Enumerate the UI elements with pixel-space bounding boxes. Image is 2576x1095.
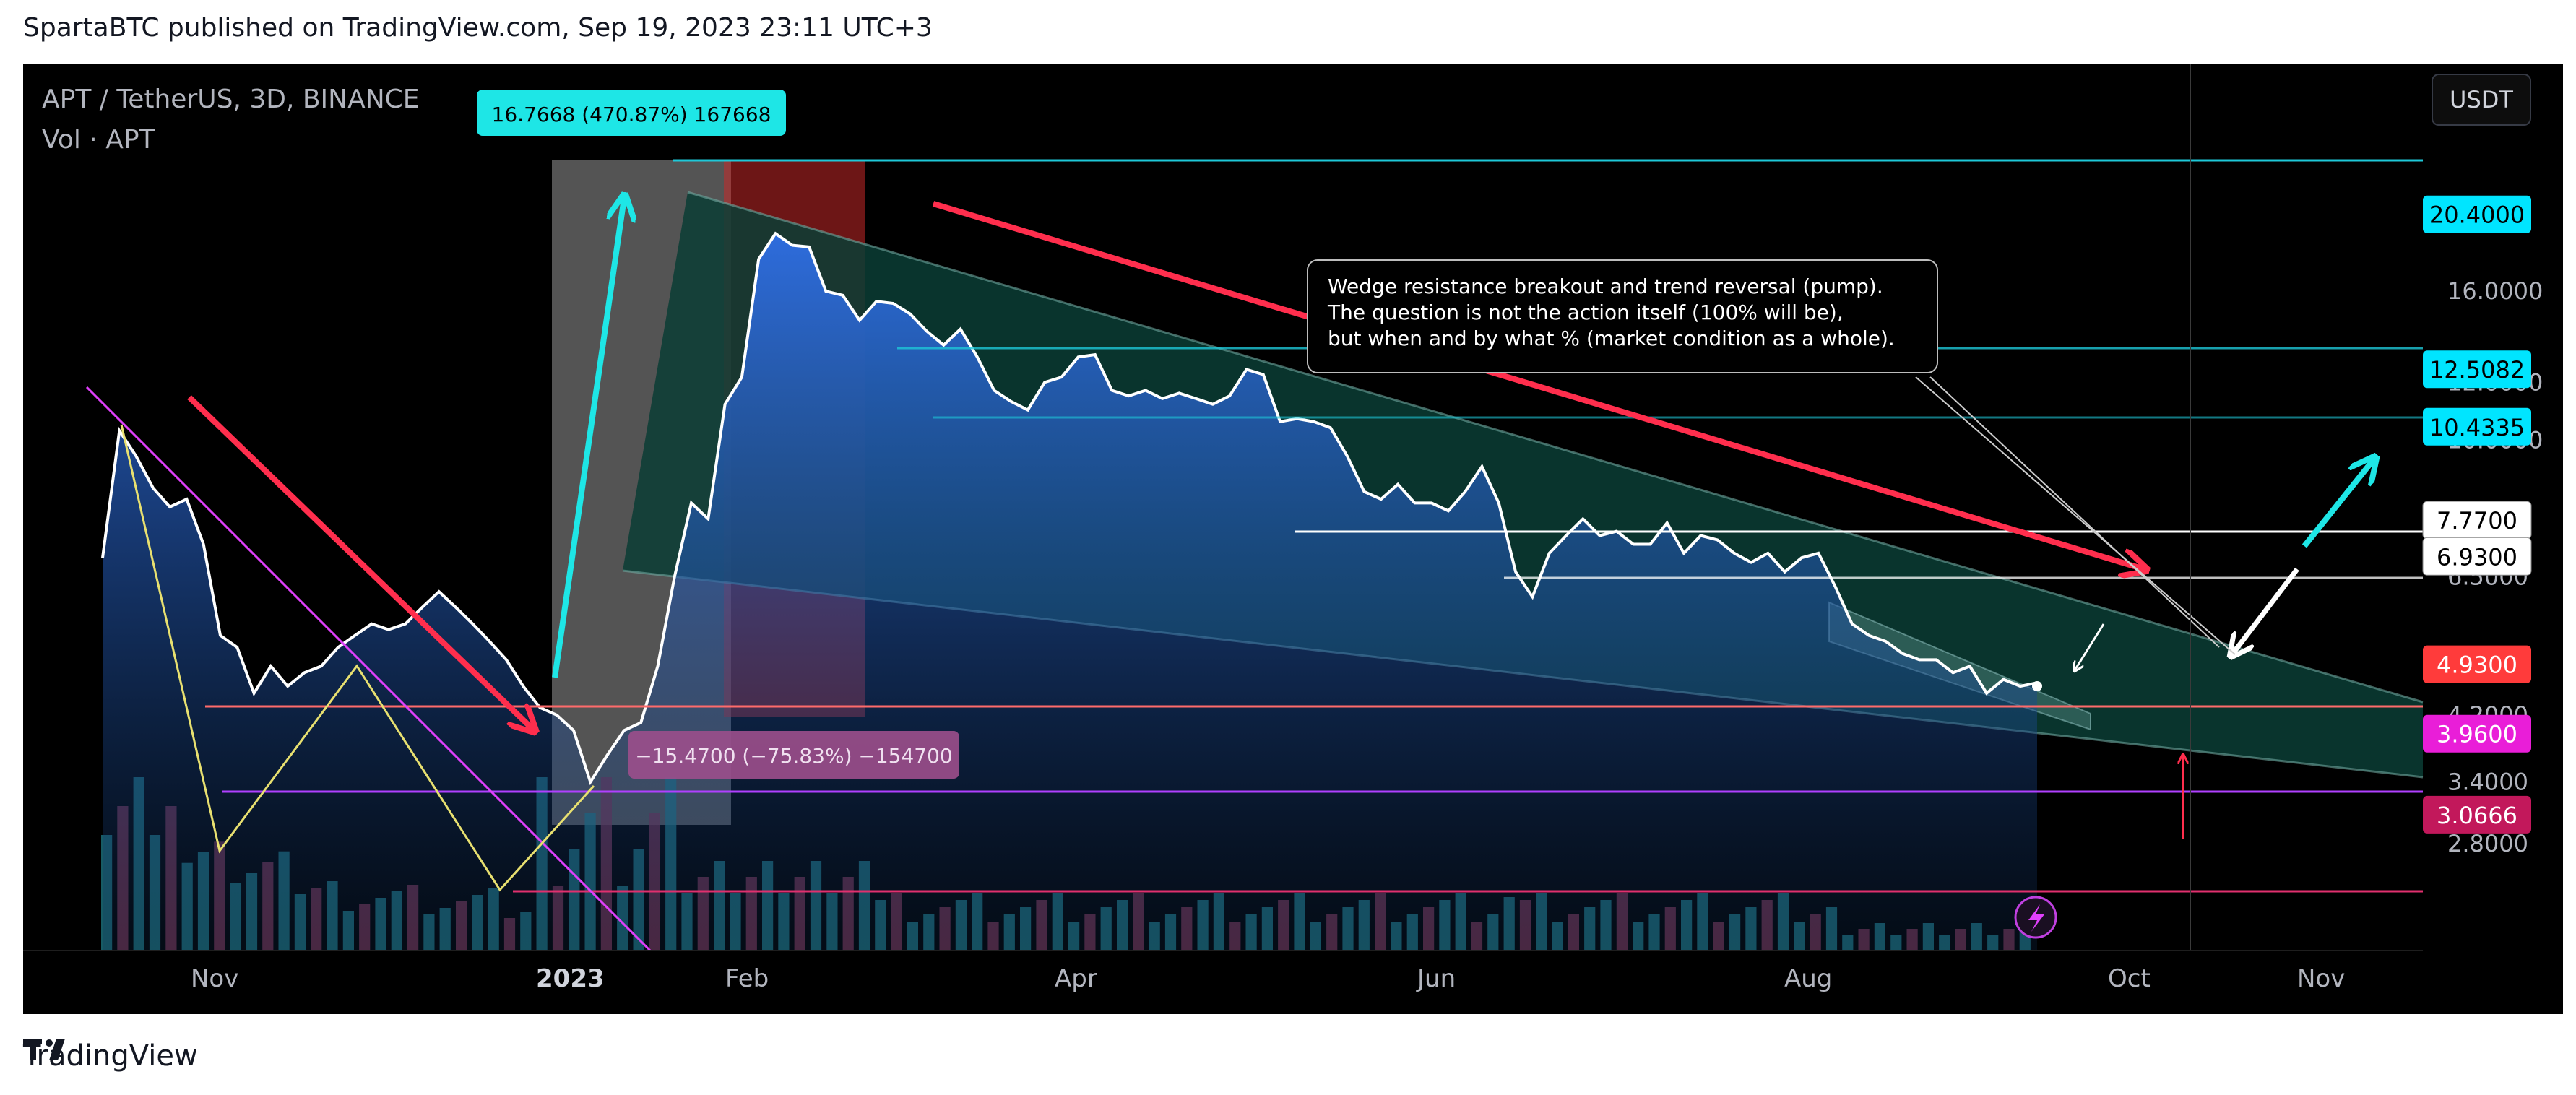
x-tick-label: Jun [1416, 964, 1456, 993]
y-tick-label: 3.4000 [2447, 769, 2528, 796]
footer: TradingView [23, 1036, 198, 1076]
wedge-zone [623, 192, 2423, 777]
gain-box-label: 16.7668 (470.87%) 167668 [492, 103, 771, 126]
price-tag [2423, 407, 2531, 446]
x-tick-label: Nov [2297, 964, 2345, 993]
x-tick-label: Feb [725, 964, 769, 993]
publish-header: SpartaBTC published on TradingView.com, … [23, 13, 933, 43]
lightning-glyph [2028, 904, 2044, 932]
price-tag [2423, 195, 2531, 233]
small-white-arrow [2075, 623, 2105, 670]
x-tick-label: Nov [191, 964, 238, 993]
price-tag [2422, 537, 2532, 576]
magenta-trendline [85, 386, 652, 952]
price-line [101, 231, 2038, 786]
price-tag-label: 10.4335 [2429, 414, 2525, 441]
red-arrow-main [932, 201, 2144, 569]
white-arrow-down [2232, 567, 2299, 654]
x-tick-label: 2023 [536, 964, 605, 993]
loss-box [628, 731, 959, 779]
x-tick-label: Oct [2108, 964, 2151, 993]
tradingview-logo-icon [23, 1039, 65, 1060]
symbol-pair[interactable]: APT / TetherUS, 3D, BINANCE [42, 85, 420, 114]
yellow-zigzag [120, 424, 595, 892]
x-tick-label: Apr [1055, 964, 1097, 993]
price-tag-label: 3.9600 [2437, 721, 2517, 748]
price-tag-label: 3.0666 [2437, 802, 2517, 829]
price-tag-label: 20.4000 [2429, 202, 2525, 229]
y-tick-label: 16.0000 [2447, 277, 2543, 305]
price-tag-label: 4.9300 [2437, 652, 2517, 679]
x-tick-label: Aug [1784, 964, 1832, 993]
callout-line-3: but when and by what % (market condition… [1328, 326, 1895, 350]
currency-button[interactable]: USDT [2432, 74, 2531, 126]
price-tag [2423, 350, 2531, 389]
wedge-upper-line [687, 191, 2424, 704]
cyan-arrow-pump [552, 198, 624, 678]
callout-pointer-1 [1915, 376, 2236, 655]
cyan-arrow-up [2301, 459, 2374, 548]
symbol-info: APT / TetherUS, 3D, BINANCE Vol · APT [42, 79, 420, 160]
x-axis-ticks: Nov 2023 Feb Apr Jun Aug Oct Nov [191, 964, 2345, 993]
price-tags: 20.4000 12.5082 10.4335 7.7700 6.9300 4.9300 3… [2422, 195, 2532, 834]
price-tag-label: 7.7700 [2437, 507, 2517, 534]
callout-box [1307, 259, 1938, 373]
price-tag-label: 6.9300 [2437, 543, 2517, 571]
y-tick-label: 2.8000 [2447, 830, 2528, 857]
callout-pointer-2 [1929, 376, 2220, 648]
callout-line-2: The question is not the action itself (1… [1327, 300, 1844, 324]
price-tag-label: 12.5082 [2429, 356, 2525, 384]
price-tag [2423, 714, 2531, 753]
red-arrow-left [187, 395, 533, 730]
chart-area[interactable]: 16.7668 (470.87%) 167668 −15.4700 (−75.8… [23, 64, 2563, 1014]
price-tag [2423, 645, 2531, 683]
volume-label[interactable]: Vol · APT [42, 125, 155, 155]
price-tag [2423, 795, 2531, 834]
price-chart[interactable]: 16.7668 (470.87%) 167668 −15.4700 (−75.8… [23, 64, 2563, 1014]
last-price-dot [2032, 681, 2042, 691]
loss-box-label: −15.4700 (−75.83%) −154700 [635, 744, 952, 768]
gain-box [477, 90, 786, 136]
callout-line-1: Wedge resistance breakout and trend reve… [1328, 274, 1883, 298]
